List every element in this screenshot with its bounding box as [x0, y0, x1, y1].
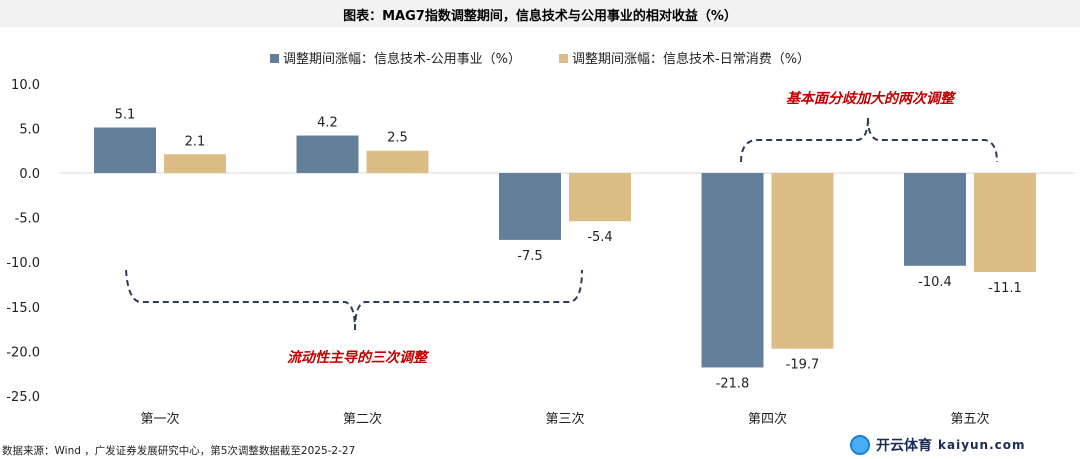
legend-item-2: 调整期间涨幅：信息技术-日常消费（%）: [559, 48, 810, 67]
data-label: 2.5: [387, 131, 408, 146]
data-label: 5.1: [115, 108, 136, 123]
x-tick-label: 第三次: [545, 411, 584, 427]
bar-series1: [296, 135, 359, 173]
legend-label: 调整期间涨幅：信息技术-日常消费（%）: [572, 52, 811, 67]
annotation-right: 基本面分歧加大的两次调整: [786, 90, 957, 107]
x-tick-label: 第四次: [748, 411, 787, 427]
y-tick-label: -20.0: [6, 345, 40, 360]
legend-item-1: 调整期间涨幅：信息技术-公用事业（%）: [269, 48, 521, 67]
x-tick-label: 第一次: [140, 411, 179, 427]
y-tick-label: -10.0: [6, 256, 40, 271]
bar-series2: [771, 173, 834, 349]
watermark-ball-icon: [850, 435, 870, 455]
legend: 调整期间涨幅：信息技术-公用事业（%） 调整期间涨幅：信息技术-日常消费（%）: [0, 48, 1080, 67]
watermark-cn: 开云体育: [876, 438, 932, 454]
data-label: -19.7: [786, 358, 820, 373]
y-tick-label: -5.0: [15, 212, 40, 227]
data-label: -11.1: [988, 281, 1022, 296]
legend-label: 调整期间涨幅：信息技术-公用事业（%）: [282, 52, 521, 67]
y-tick-label: 0.0: [19, 167, 40, 182]
legend-swatch: [269, 54, 279, 63]
y-tick-label: -25.0: [6, 390, 40, 405]
bar-series1: [904, 173, 966, 266]
bar-series2: [164, 154, 226, 173]
data-label: -10.4: [918, 275, 952, 290]
x-tick-label: 第二次: [343, 411, 382, 427]
y-tick-label: 5.0: [19, 122, 40, 137]
bar-series1: [94, 127, 156, 173]
y-tick-label: -15.0: [6, 301, 40, 316]
bar-series1: [701, 173, 764, 368]
bar-series2: [366, 150, 429, 173]
chart-title: 图表：MAG7指数调整期间，信息技术与公用事业的相对收益（%）: [343, 9, 737, 24]
bar-series1: [499, 173, 561, 240]
bar-series2: [974, 173, 1036, 273]
watermark-logo: 开云体育 kaiyun.com: [850, 433, 1078, 457]
title-band: [0, 0, 1080, 27]
bar-series2: [569, 173, 631, 222]
legend-swatch: [559, 54, 568, 63]
watermark-en: kaiyun.com: [938, 438, 1026, 452]
data-label: -21.8: [716, 376, 750, 391]
data-label: -7.5: [517, 249, 542, 264]
x-tick-label: 第五次: [950, 411, 989, 427]
chart-plot: 10.0 5.0 0.0 -5.0 -10.0 -15.0 -20.0 -25.0 5.1 4.2…: [6, 78, 1075, 427]
annotation-left: 流动性主导的三次调整: [287, 349, 430, 366]
brace-right: [740, 117, 998, 163]
y-tick-label: 10.0: [11, 78, 40, 93]
data-label: 4.2: [317, 116, 338, 131]
data-label: 2.1: [185, 134, 206, 149]
source-note: 数据来源：Wind ，广发证券发展研究中心，第5次调整数据截至2025-2-27: [2, 445, 356, 457]
data-label: -5.4: [587, 230, 612, 245]
brace-left: [125, 269, 583, 331]
